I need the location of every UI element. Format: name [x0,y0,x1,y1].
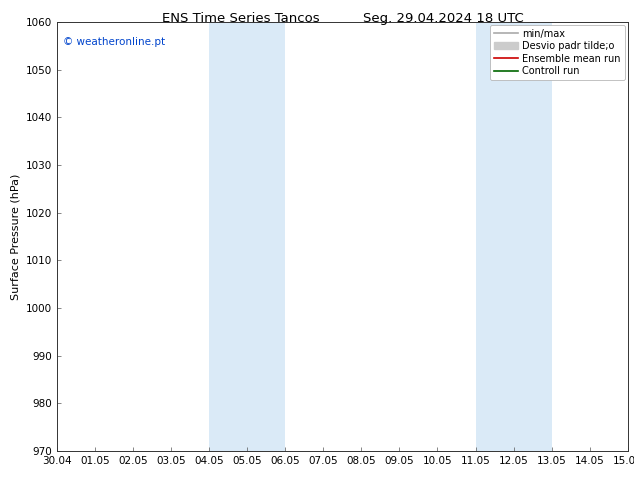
Bar [209,22,285,451]
Legend: min/max, Desvio padr tilde;o, Ensemble mean run, Controll run: min/max, Desvio padr tilde;o, Ensemble m… [490,25,624,80]
Bar [476,22,552,451]
Text: ENS Time Series Tancos: ENS Time Series Tancos [162,12,320,25]
Text: Seg. 29.04.2024 18 UTC: Seg. 29.04.2024 18 UTC [363,12,524,25]
Text: © weatheronline.pt: © weatheronline.pt [63,37,165,47]
Y-axis label: Surface Pressure (hPa): Surface Pressure (hPa) [10,173,20,299]
